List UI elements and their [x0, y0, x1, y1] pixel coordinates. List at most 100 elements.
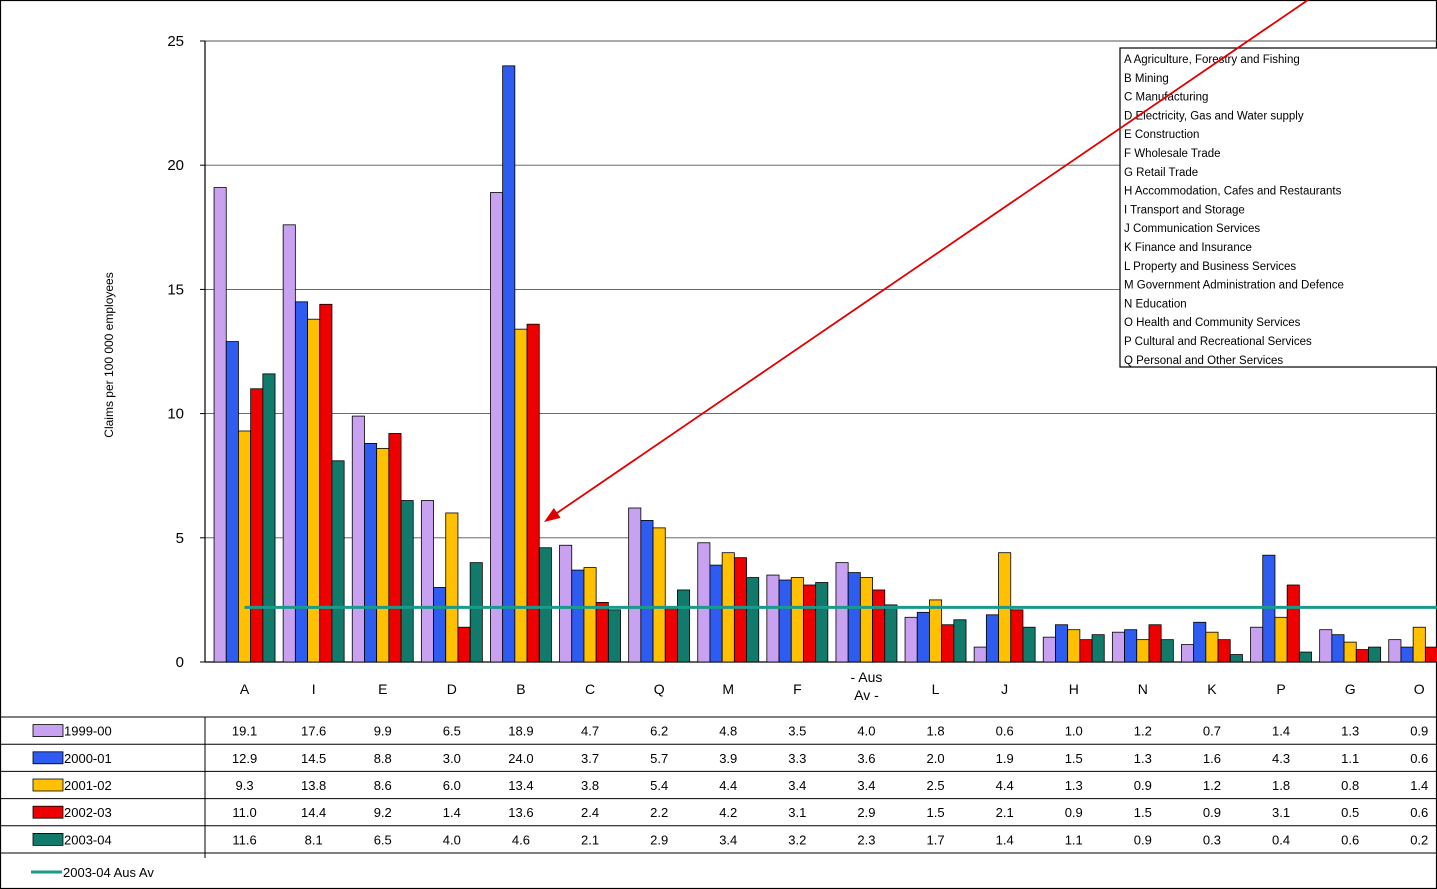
legend-entry: F Wholesale Trade [1124, 148, 1221, 160]
bar [469, 562, 483, 663]
y-tick-label: 25 [167, 33, 184, 50]
industry-key-legend: A Agriculture, Forestry and Fishing B Min… [1119, 47, 1437, 368]
table-cell: 4.8 [719, 724, 737, 739]
bar [1148, 624, 1162, 663]
table-cell: 1.2 [1134, 724, 1152, 739]
bar [1355, 649, 1369, 663]
bar [1022, 626, 1036, 663]
table-cell: 14.4 [301, 805, 326, 820]
bar [778, 579, 792, 663]
table-cell: 19.1 [232, 724, 257, 739]
bar [953, 619, 967, 663]
legend-entry: I Transport and Storage [1124, 204, 1245, 216]
bar [1079, 639, 1093, 663]
x-tick-label: O [1414, 681, 1425, 697]
x-axis-category-labels: A I E D B C Q M F - Aus Av - L J H N K P G O [240, 669, 1425, 703]
table-cell: 1.7 [927, 832, 945, 847]
legend-entry: N Education [1124, 298, 1187, 310]
table-cell: 9.3 [236, 778, 254, 793]
legend-entry: Q Personal and Other Services [1124, 355, 1283, 367]
legend-entry: E Construction [1124, 129, 1199, 141]
bar [457, 626, 471, 663]
legend-entry: B Mining [1124, 73, 1169, 85]
table-cell: 3.9 [719, 751, 737, 766]
y-axis-ticks: 0 5 10 15 20 25 [167, 33, 205, 671]
bar [607, 609, 621, 663]
table-series-name: 1999-00 [64, 724, 112, 739]
table-cell: 1.8 [927, 724, 945, 739]
legend-entry: O Health and Community Services [1124, 317, 1301, 329]
table-cell: 0.8 [1341, 778, 1359, 793]
table-cell: 1.5 [1065, 751, 1083, 766]
bar [1205, 631, 1219, 663]
x-tick-label: I [312, 681, 316, 697]
table-cell: 0.6 [1410, 805, 1428, 820]
bar [1160, 639, 1174, 663]
table-cell: 13.4 [508, 778, 533, 793]
bar [262, 373, 276, 663]
table-cell: 12.9 [232, 751, 257, 766]
bar [1193, 621, 1207, 663]
table-cell: 18.9 [508, 724, 533, 739]
table-cell: 8.8 [374, 751, 392, 766]
legend-entry: H Accommodation, Cafes and Restaurants [1124, 186, 1342, 198]
table-cell: 11.0 [232, 805, 256, 820]
table-cell: 1.3 [1341, 724, 1359, 739]
bar [677, 589, 691, 663]
table-cell: 0.9 [1203, 805, 1221, 820]
table-cell: 4.3 [1272, 751, 1290, 766]
table-cell: 4.6 [512, 832, 530, 847]
bar [973, 646, 987, 663]
table-cell: 4.0 [857, 724, 875, 739]
bar [400, 500, 414, 663]
bar [872, 589, 886, 663]
table-cell: 9.2 [374, 805, 392, 820]
bar [815, 582, 829, 663]
bar [1319, 629, 1333, 663]
table-cell: 4.4 [996, 778, 1014, 793]
table-series-name: 2000-01 [64, 751, 112, 766]
table-cell: 6.5 [443, 724, 461, 739]
table-cell: 11.6 [232, 832, 256, 847]
bar [1042, 636, 1056, 663]
table-cell: 2.5 [927, 778, 945, 793]
bar [420, 500, 434, 663]
table-cell: 0.9 [1065, 805, 1083, 820]
table-cell: 0.3 [1203, 832, 1221, 847]
y-tick-label: 20 [167, 157, 184, 174]
table-cell: 3.6 [857, 751, 875, 766]
y-tick-label: 15 [167, 281, 184, 298]
x-tick-label: E [378, 681, 387, 697]
bar [351, 415, 365, 663]
x-tick-label: J [1001, 681, 1008, 697]
table-cell: 1.0 [1065, 724, 1083, 739]
table-series-swatch [32, 724, 64, 737]
x-tick-label: A [240, 681, 250, 697]
bar [583, 567, 597, 663]
table-cell: 2.4 [581, 805, 599, 820]
x-tick-label: Av - [854, 687, 879, 703]
bar [1343, 641, 1357, 663]
legend-box [1119, 47, 1437, 368]
table-cell: 2.1 [996, 805, 1014, 820]
table-cell: 17.6 [301, 724, 326, 739]
arrow-shaft [553, 0, 1309, 516]
y-tick-label: 10 [167, 406, 184, 423]
table-cell: 1.1 [1341, 751, 1359, 766]
table-cell: 1.4 [1272, 724, 1290, 739]
table-cell: 4.2 [719, 805, 737, 820]
table-cell: 8.1 [305, 832, 323, 847]
table-cell: 3.1 [788, 805, 806, 820]
table-cell: 0.6 [1341, 832, 1359, 847]
legend-entry: M Government Administration and Defence [1124, 280, 1344, 292]
table-series-name: 2002-03 [64, 805, 112, 820]
x-tick-label: - Aus [850, 669, 882, 685]
x-tick-label: G [1345, 681, 1356, 697]
bar [884, 604, 898, 663]
table-cell: 3.0 [443, 751, 461, 766]
table-cell: 1.5 [1134, 805, 1152, 820]
x-tick-label: Q [654, 681, 665, 697]
table-series-name: 2001-02 [64, 778, 112, 793]
bar [433, 587, 447, 663]
table-reference-name: 2003-04 Aus Av [63, 865, 154, 880]
